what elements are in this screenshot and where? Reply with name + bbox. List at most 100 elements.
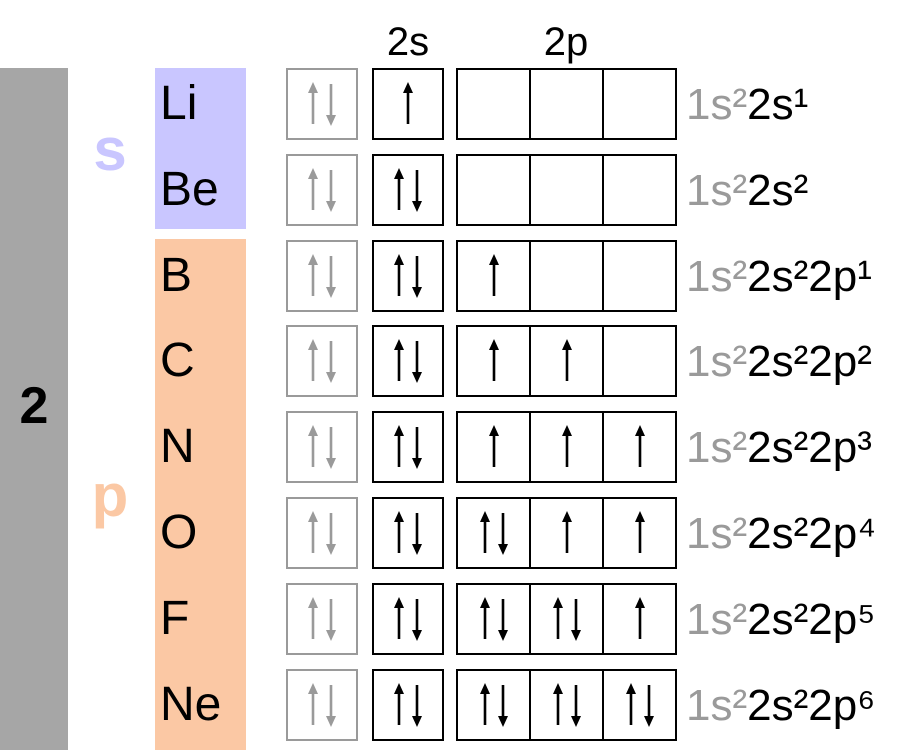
orbital-2p-box <box>456 411 531 483</box>
electron-up-icon <box>488 339 499 381</box>
orbital-1s-box <box>286 583 358 655</box>
orbital-2p-box <box>529 325 604 397</box>
core-configuration: 1s² <box>686 252 748 301</box>
electron-up-icon <box>634 425 645 467</box>
orbital-1s-box <box>286 411 358 483</box>
s-block-label: s <box>93 116 127 183</box>
valence-configuration: 2s¹ <box>747 80 809 129</box>
orbital-2p-box <box>456 497 531 569</box>
header-2p: 2p <box>543 20 589 64</box>
electron-pair-icon <box>308 511 336 555</box>
valence-configuration: 2s²2p⁵ <box>747 595 876 644</box>
core-configuration: 1s² <box>686 595 748 644</box>
element-symbol: Li <box>160 77 198 130</box>
orbital-2p-box <box>529 68 604 140</box>
orbital-2p-box <box>456 68 531 140</box>
electron-up-icon <box>634 597 645 639</box>
electron-pair-icon <box>308 339 336 383</box>
orbital-2p-box <box>602 154 677 226</box>
electron-pair-icon <box>308 683 336 727</box>
electron-configuration: 1s² 2s²2p⁶ <box>686 669 875 743</box>
orbital-2p-box <box>602 240 677 312</box>
core-configuration: 1s² <box>686 509 748 558</box>
orbital-2s-box <box>372 240 444 312</box>
electron-pair-icon <box>394 339 422 383</box>
period-bar <box>0 68 68 750</box>
electron-pair-icon <box>308 168 336 212</box>
orbital-2s-box <box>372 154 444 226</box>
electron-configuration: 1s² 2s²2p² <box>686 325 872 399</box>
orbital-2s-box <box>372 497 444 569</box>
orbital-2p-box <box>602 325 677 397</box>
electron-up-icon <box>634 511 645 553</box>
orbital-2s-box <box>372 68 444 140</box>
electron-up-icon <box>403 82 413 124</box>
electron-pair-icon <box>479 683 508 727</box>
valence-configuration: 2s² <box>747 166 809 215</box>
orbital-2p-box <box>602 497 677 569</box>
orbital-2p-box <box>602 68 677 140</box>
orbital-2p-box <box>602 583 677 655</box>
electron-pair-icon <box>394 425 422 469</box>
orbital-1s-box <box>286 68 358 140</box>
electron-pair-icon <box>479 511 508 555</box>
p-block-label: p <box>91 462 129 529</box>
electron-pair-icon <box>625 683 654 727</box>
electron-pair-icon <box>308 425 336 469</box>
orbital-2p-box <box>529 240 604 312</box>
electron-configuration: 1s² 2s²2p³ <box>686 411 872 485</box>
electron-pair-icon <box>394 683 422 727</box>
valence-configuration: 2s²2p⁶ <box>747 681 876 730</box>
period-number: 2 <box>19 377 49 435</box>
orbital-1s-box <box>286 497 358 569</box>
core-configuration: 1s² <box>686 423 748 472</box>
core-configuration: 1s² <box>686 681 748 730</box>
element-symbol: B <box>160 249 193 302</box>
orbital-2p-box <box>602 411 677 483</box>
p-block-background <box>155 239 246 750</box>
electron-up-icon <box>561 511 572 553</box>
orbital-2p-box <box>456 240 531 312</box>
valence-configuration: 2s²2p¹ <box>747 252 872 301</box>
element-symbol: Be <box>160 163 219 216</box>
electron-pair-icon <box>552 683 581 727</box>
electron-configuration: 1s² 2s²2p⁵ <box>686 583 875 657</box>
electron-pair-icon <box>308 82 336 126</box>
orbital-2p-box <box>529 411 604 483</box>
orbital-2s-box <box>372 325 444 397</box>
orbital-2p-box <box>456 583 531 655</box>
electron-pair-icon <box>394 168 422 212</box>
orbital-2p-box <box>529 497 604 569</box>
electron-pair-icon <box>394 254 422 298</box>
orbital-2p-box <box>529 583 604 655</box>
orbital-2p-box <box>456 669 531 741</box>
electron-up-icon <box>561 425 572 467</box>
orbital-1s-box <box>286 240 358 312</box>
electron-configuration: 1s² 2s¹ <box>686 68 808 142</box>
orbital-2s-box <box>372 583 444 655</box>
core-configuration: 1s² <box>686 80 748 129</box>
header-2s: 2s <box>386 20 430 64</box>
orbital-2s-box <box>372 669 444 741</box>
orbital-2p-box <box>456 325 531 397</box>
orbital-2s-box <box>372 411 444 483</box>
electron-pair-icon <box>394 511 422 555</box>
valence-configuration: 2s²2p⁴ <box>747 509 877 558</box>
orbital-1s-box <box>286 669 358 741</box>
element-symbol: N <box>160 420 195 473</box>
element-symbol: Ne <box>160 678 222 731</box>
electron-pair-icon <box>308 254 336 298</box>
electron-configuration: 1s² 2s²2p⁴ <box>686 497 876 571</box>
electron-pair-icon <box>552 597 581 641</box>
valence-configuration: 2s²2p² <box>747 337 872 386</box>
orbital-1s-box <box>286 154 358 226</box>
valence-configuration: 2s²2p³ <box>747 423 872 472</box>
element-symbol: F <box>160 592 190 645</box>
core-configuration: 1s² <box>686 337 748 386</box>
electron-pair-icon <box>394 597 422 641</box>
electron-pair-icon <box>308 597 336 641</box>
electron-up-icon <box>488 254 499 296</box>
element-symbol: O <box>160 506 198 559</box>
core-configuration: 1s² <box>686 166 748 215</box>
orbital-2p-box <box>529 669 604 741</box>
